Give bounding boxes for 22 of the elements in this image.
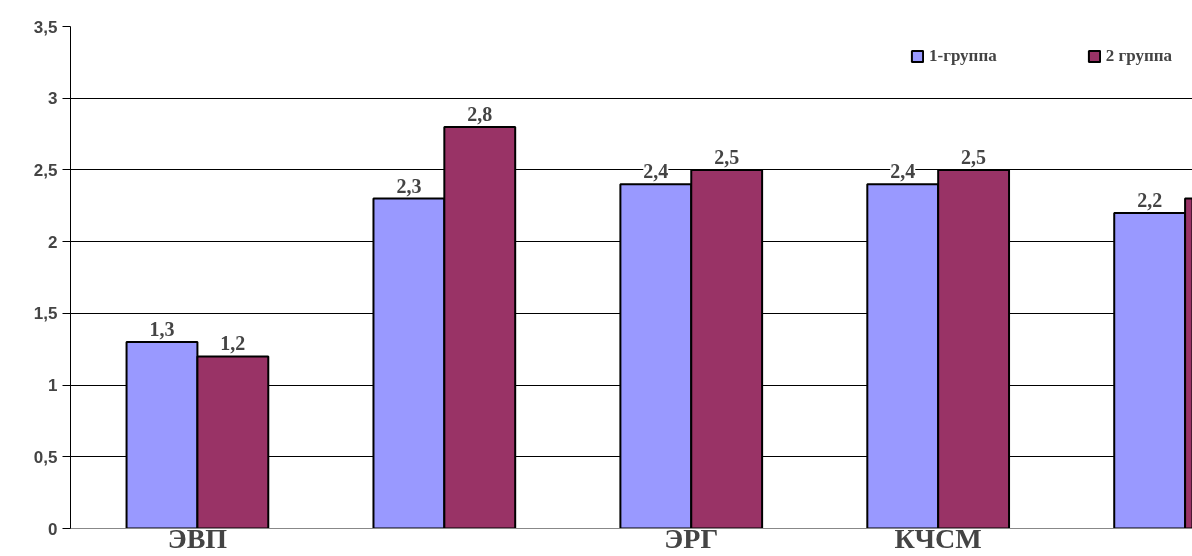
y-tick-label: 2,5 bbox=[33, 160, 58, 180]
y-tick-label: 3 bbox=[48, 89, 58, 109]
legend-label: 2 группа bbox=[1105, 46, 1172, 66]
data-label: 2,8 bbox=[467, 102, 493, 125]
data-label: 1,2 bbox=[220, 332, 246, 355]
data-label: 2,4 bbox=[643, 160, 669, 183]
data-label: 2,5 bbox=[961, 145, 987, 168]
y-tick-label: 1 bbox=[48, 376, 58, 396]
y-tick-label: 0,5 bbox=[33, 447, 58, 467]
data-label: 1,3 bbox=[149, 318, 175, 341]
x-tick-label: КЧСМ bbox=[894, 522, 982, 554]
legend-label: 1-группа bbox=[929, 46, 997, 66]
y-tick-label: 2 bbox=[48, 232, 58, 252]
data-label: 2,2 bbox=[1137, 188, 1163, 211]
data-label: 2,3 bbox=[396, 174, 422, 197]
x-tick-label: ЭРГ bbox=[664, 522, 719, 554]
y-tick-label: 0 bbox=[48, 519, 58, 539]
y-tick-label: 3,5 bbox=[33, 17, 58, 37]
x-tick-label: ЭВП bbox=[167, 522, 228, 554]
y-tick-label: 1,5 bbox=[33, 304, 58, 324]
data-label: 2,4 bbox=[890, 160, 916, 183]
data-label: 2,5 bbox=[714, 145, 740, 168]
